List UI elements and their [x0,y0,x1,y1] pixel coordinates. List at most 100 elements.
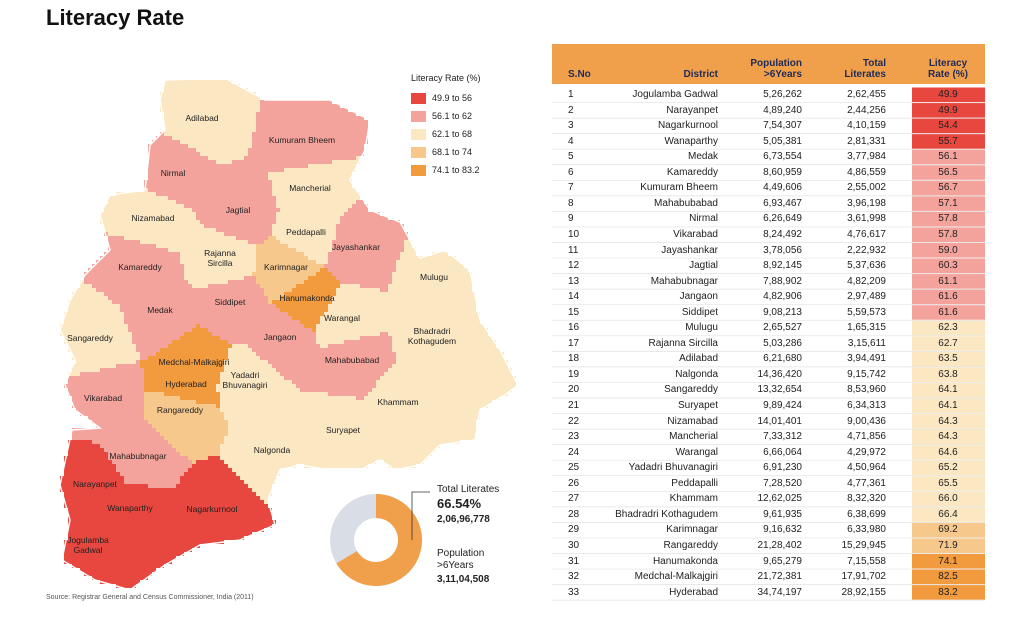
table-cell: 4,82,209 [847,275,886,287]
district-area [248,420,304,424]
district-area [264,500,268,504]
district-area [304,252,328,256]
table-cell: Suryapet [677,400,718,411]
state-outline [59,77,519,591]
district-label: Karimnagar [264,262,308,272]
district-area [140,416,144,420]
district-area [68,524,108,528]
table-cell: 17 [568,337,580,349]
district-area [116,468,188,472]
district-area [96,260,180,264]
rate-cell [912,538,985,553]
table-cell: 33 [568,586,580,598]
table-cell: 4,71,856 [847,431,886,443]
table-cell: 56.7 [938,182,958,194]
district-area [256,320,300,324]
district-area [92,576,148,580]
district-area [144,188,148,192]
district-area [124,480,180,484]
district-area [100,256,180,260]
district-area [116,584,136,588]
legend-swatch [411,93,426,104]
district-area [180,260,256,264]
district-area [172,136,252,140]
district-area [84,572,152,576]
table-cell: 2,44,256 [847,104,886,116]
district-area [176,484,248,488]
table-cell: 61.1 [938,275,958,287]
district-area [316,324,388,328]
rate-cell [912,476,985,491]
table-cell: 69.2 [938,524,958,536]
district-area [300,404,368,408]
table-cell: Mancherial [669,431,718,443]
table-cell: 2,81,331 [847,135,886,147]
table-cell: 66.4 [938,508,958,520]
district-area [264,240,280,244]
district-area [172,504,268,508]
district-area [336,224,404,228]
district-area [168,344,232,348]
district-area [160,92,256,96]
district-area [296,284,340,288]
table-cell: Hyderabad [669,586,718,598]
district-area [220,172,268,176]
district-label: Jagtial [225,205,251,215]
district-area [208,284,260,288]
rate-cell [912,118,985,134]
table-cell: 64.6 [938,446,958,458]
district-area [320,316,392,320]
rate-cell [912,507,985,522]
district-area [220,336,244,340]
donut-slice [336,494,422,586]
district-area [68,532,116,536]
district-area [84,280,172,284]
district-area [72,356,140,360]
district-label: Kumuram Bheem [268,135,336,145]
district-area [144,292,196,296]
district-area [140,360,156,364]
district-area [316,464,368,468]
table-cell: 57.8 [938,228,958,240]
table-cell: 4,86,559 [847,166,886,178]
rate-cell [912,398,985,414]
district-area [316,336,360,340]
district-area [404,240,412,244]
district-area [76,360,136,364]
rate-cell [912,165,985,180]
district-area [396,268,468,272]
district-area [404,248,416,252]
district-area [148,156,208,160]
table-cell: 64.1 [938,384,958,396]
district-area [144,396,180,400]
district-area [252,136,368,140]
district-area [168,248,184,252]
district-area [332,240,404,244]
table-cell: 6,93,467 [763,197,802,209]
table-cell: 62.7 [938,337,958,349]
district-label: Medchal-Malkajgiri [158,357,230,367]
rate-cell [912,180,985,196]
table-cell: 4,10,159 [847,120,886,132]
district-area [248,152,364,156]
district-area [260,108,348,112]
district-area [60,328,128,332]
table-cell: 15,29,945 [841,539,887,551]
table-cell: 6,66,064 [763,446,802,458]
district-area [208,192,272,196]
district-area [64,316,124,320]
table-cell: Mahabubnagar [650,275,718,287]
district-area [336,232,408,236]
table-cell: 5,26,262 [763,89,802,100]
district-area [396,264,464,268]
table-cell: 4 [568,135,574,147]
district-area [140,240,188,244]
district-area [180,252,256,256]
district-area [104,292,144,296]
table-cell: 21 [568,400,580,411]
district-area [144,400,196,404]
district-area [208,328,252,332]
district-area [60,488,120,492]
district-area [204,200,276,204]
